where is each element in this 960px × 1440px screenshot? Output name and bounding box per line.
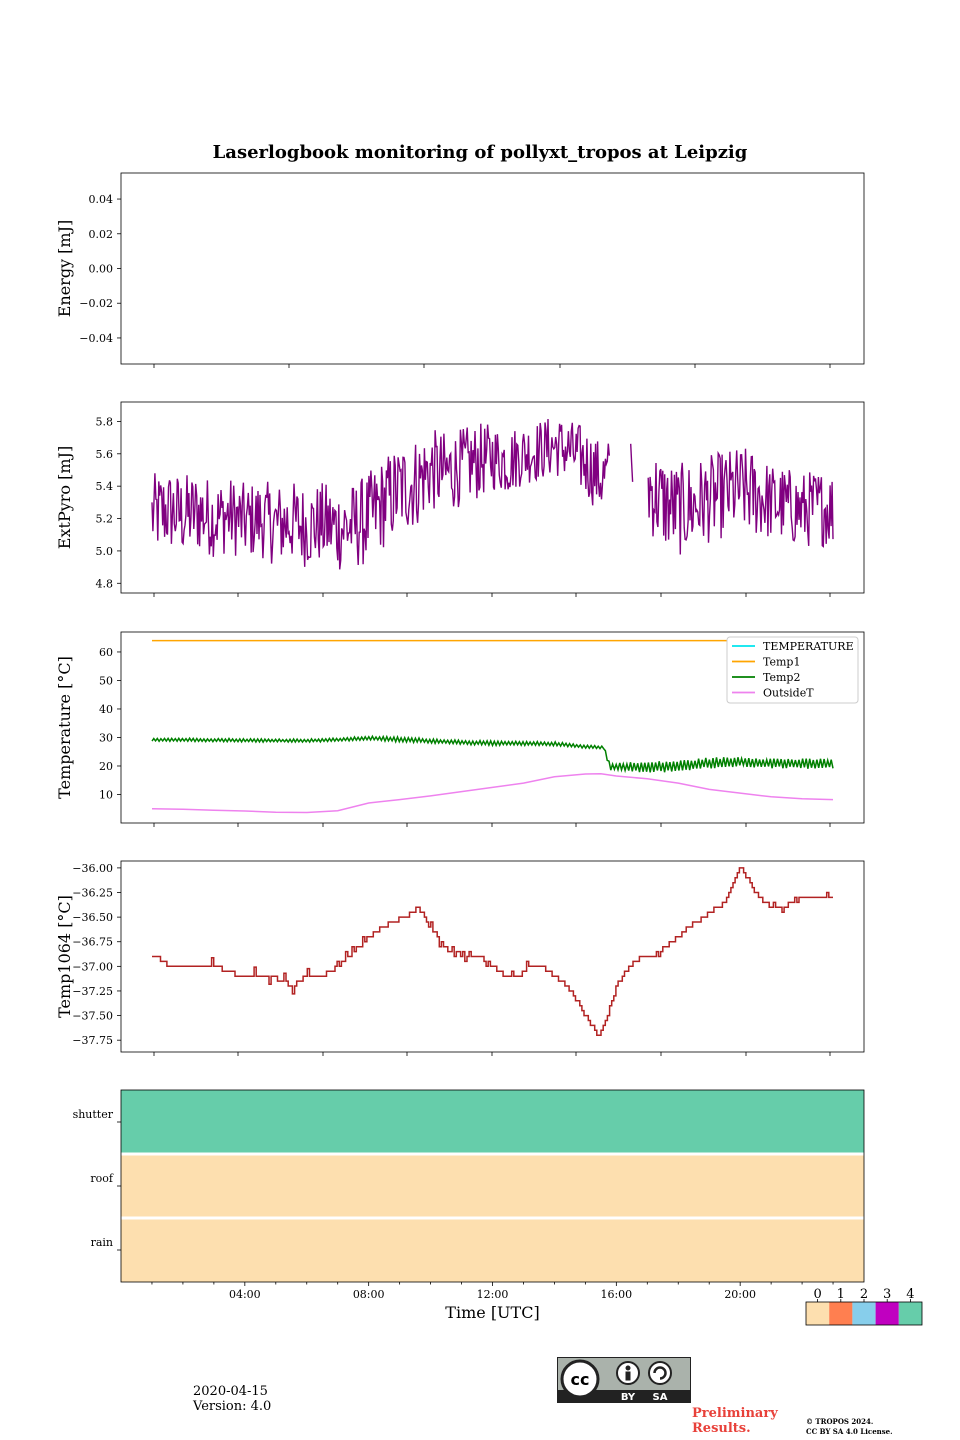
legend-entry: Temp2 [763,671,800,684]
colorbar-cell [806,1302,830,1325]
y-tick-label: −0.04 [79,332,113,345]
preliminary-note: Preliminary Results. [692,1406,778,1436]
copyright-note: © TROPOS 2024. CC BY SA 4.0 License. [806,1417,893,1436]
chart-title: Laserlogbook monitoring of pollyxt_tropo… [213,142,748,163]
y-tick-label: −37.00 [72,960,113,973]
plot-frame [120,631,865,824]
y-tick-label: 0.02 [89,228,114,241]
sa-text: SA [653,1392,668,1402]
flag-row-rain [121,1218,864,1282]
colorbar-cell [898,1302,922,1325]
legend-entry: Temp1 [763,656,800,669]
y-tick-label: 5.6 [96,448,114,461]
flag-row-shutter [121,1090,864,1154]
status-flags-panel: shutter roof rain 04:00 08:00 12:00 16:00 20:00… [73,1089,865,1322]
y-tick-label: −0.02 [79,297,113,310]
y-tick-label: −37.75 [72,1034,113,1047]
series-group [151,418,834,570]
x-axis-label: Time [UTC] [445,1303,539,1322]
date-label: 2020-04-15 [193,1384,268,1399]
series-outsidet [151,772,834,814]
series-temp1064 [152,867,833,1037]
plot-frame [120,401,865,594]
cc-icon [560,1359,600,1399]
y-tick-label: 0.00 [89,263,114,276]
y-axis-label: ExtPyro [mJ] [55,446,74,549]
y-tick-label: 10 [99,788,113,801]
colorbar-cell [875,1302,899,1325]
plot-frame [120,860,865,1053]
flag-row-label: rain [91,1236,113,1249]
legend: TEMPERATURE Temp1 Temp2 OutsideT [726,636,859,704]
y-axis-label: Energy [mJ] [55,220,74,318]
colorbar-cell [852,1302,876,1325]
panels: −0.04 −0.02 0.00 0.02 0.04 Energy [mJ] 4.8 5.0 5… [55,172,923,1326]
y-tick-label: −37.25 [72,985,113,998]
y-tick-label: 0.04 [89,193,114,206]
colorbar-tick-label: 4 [906,1287,914,1302]
panel-4: −37.75 −37.50 −37.25 −37.00 −36.75 −36.50 −36.… [55,860,865,1056]
cc-license-badge: cc BY SA [557,1357,691,1403]
x-tick-label: 20:00 [724,1288,756,1301]
x-tick-label: 08:00 [353,1288,385,1301]
y-tick-label: 5.8 [96,415,114,428]
panel-1: −0.04 −0.02 0.00 0.02 0.04 Energy [mJ] [55,172,865,368]
y-tick-label: −36.50 [72,911,113,924]
series-temp2 [151,734,834,774]
share-alike-icon [648,1361,672,1385]
colorbar-tick-label: 1 [837,1287,845,1302]
panel-2: 4.8 5.0 5.2 5.4 5.6 5.8 ExtPyro [mJ] [55,401,865,597]
y-tick-label: −36.00 [72,862,113,875]
version-label: Version: 4.0 [193,1399,272,1414]
cc-text: cc [571,1370,590,1389]
panel-3: 10 20 30 40 50 60 Temperature [°C] [55,631,865,827]
x-tick-label: 04:00 [229,1288,261,1301]
by-text: BY [621,1392,636,1402]
footer-info: 2020-04-15 Version: 4.0 [193,1384,271,1414]
y-tick-label: 5.2 [96,513,114,526]
series-group [152,867,833,1037]
flag-row-label: shutter [73,1108,114,1121]
colorbar-cell [829,1302,853,1325]
y-tick-label: −36.75 [72,936,113,949]
colorbar-tick-label: 3 [883,1287,891,1302]
y-tick-label: 5.4 [96,480,114,493]
legend-entry: OutsideT [763,687,814,700]
legend-entry: TEMPERATURE [763,640,854,653]
y-tick-label: −36.25 [72,887,113,900]
x-tick-label: 12:00 [477,1288,509,1301]
series-group [151,639,834,814]
series-extpyro [151,418,834,570]
y-tick-label: 5.0 [96,545,114,558]
y-tick-label: 20 [99,760,113,773]
x-tick-label: 16:00 [600,1288,632,1301]
y-tick-label: 60 [99,646,113,659]
legend-box [726,636,859,704]
y-tick-label: −37.50 [72,1010,113,1023]
flag-row-roof [121,1154,864,1218]
colorbar-tick-label: 2 [860,1287,868,1302]
colorbar-tick-label: 0 [813,1287,821,1302]
y-axis-label: Temperature [°C] [55,656,74,799]
flag-row-label: roof [90,1172,114,1185]
plot-frame [120,172,865,365]
y-tick-label: 30 [99,731,113,744]
y-tick-label: 4.8 [96,577,114,590]
y-tick-label: 50 [99,674,113,687]
y-axis-label: Temp1064 [°C] [55,895,74,1018]
y-tick-label: 40 [99,703,113,716]
